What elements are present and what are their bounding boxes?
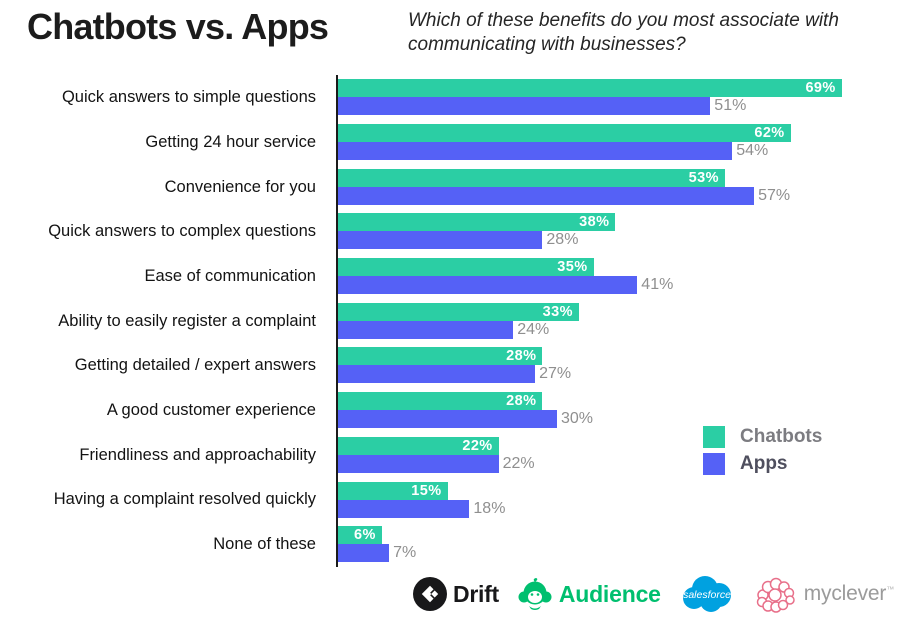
value-label-apps: 24% [517,320,550,338]
bar-apps [338,410,557,429]
drift-wordmark: Drift [453,580,499,607]
legend-label-apps: Apps [740,453,788,474]
chart-row: Ease of communication 35% 41% [0,254,900,299]
category-label: Ability to easily register a complaint [58,311,316,330]
chart-row: Friendliness and approachability 22% 22% [0,433,900,478]
y-axis-line [336,75,338,567]
monkey-icon [518,578,552,610]
myclever-wordmark: myclever™ [804,582,894,606]
value-label-apps: 57% [758,186,791,204]
value-label-chatbots: 28% [506,348,537,365]
drift-logo: Drift [412,576,499,612]
value-label-apps: 7% [393,544,417,562]
legend-item: Chatbots [703,426,822,448]
myclever-text: myclever [803,582,887,605]
chart-rows: Quick answers to simple questions 69% 51% G… [0,75,900,567]
value-label-chatbots: 53% [688,169,719,186]
value-label-chatbots: 69% [805,80,836,97]
bar-apps [338,544,390,563]
chart-legend: Chatbots Apps [703,426,822,480]
sponsor-logos: Drift Audience salesforce [412,570,894,618]
value-label-apps: 28% [546,231,579,249]
salesforce-logo: salesforce [678,573,736,615]
category-label: None of these [213,535,316,554]
chart-row: Getting detailed / expert answers 28% 27% [0,343,900,388]
value-label-apps: 51% [714,97,747,115]
legend-swatch-apps [703,453,725,475]
bar-apps [338,365,536,384]
value-label-chatbots: 22% [462,437,493,454]
legend-swatch-chatbots [703,426,725,448]
trademark-symbol: ™ [886,585,894,594]
bar-apps [338,186,755,205]
category-label: Quick answers to complex questions [48,222,316,241]
value-label-chatbots: 62% [754,125,785,142]
chart-row: Having a complaint resolved quickly 15% 18… [0,477,900,522]
bar-chatbots: 28% [338,347,543,366]
bar-apps [338,276,638,295]
audience-wordmark: Audience [558,580,661,607]
bar-chart: Quick answers to simple questions 69% 51% G… [0,75,900,567]
chart-row: Ability to easily register a complaint 33… [0,298,900,343]
value-label-apps: 41% [641,276,674,294]
category-label: Ease of communication [144,267,316,286]
salesforce-wordmark: salesforce [683,589,731,601]
category-label: A good customer experience [106,401,316,420]
chart-row: A good customer experience 28% 30% [0,388,900,433]
bar-chatbots: 38% [338,213,616,232]
chart-row: Quick answers to simple questions 69% 51% [0,75,900,120]
legend-label-chatbots: Chatbots [740,426,823,447]
value-label-apps: 54% [736,142,769,160]
bar-chatbots: 28% [338,392,543,411]
legend-item: Apps [703,453,822,475]
bar-apps [338,97,711,116]
chart-row: Getting 24 hour service 62% 54% [0,120,900,165]
brain-icon [756,577,795,613]
bar-chatbots: 15% [338,481,448,500]
chart-row: None of these 6% 7% [0,522,900,567]
value-label-chatbots: 38% [579,214,610,231]
salesforce-cloud-icon: salesforce [682,576,731,612]
chart-question: Which of these benefits do you most asso… [408,10,839,56]
value-label-chatbots: 35% [557,259,588,276]
page-title: Chatbots vs. Apps [27,6,329,47]
category-label: Having a complaint resolved quickly [53,490,316,509]
bar-chatbots: 33% [338,302,579,321]
chart-row: Quick answers to complex questions 38% 28% [0,209,900,254]
value-label-apps: 27% [539,365,572,383]
bar-chatbots: 62% [338,124,791,143]
bar-apps [338,499,470,518]
bar-apps [338,142,733,161]
bar-chatbots: 35% [338,258,594,277]
value-label-apps: 30% [561,410,594,428]
bar-apps [338,454,499,473]
value-label-chatbots: 33% [542,303,573,320]
bar-chatbots: 69% [338,79,842,98]
value-label-chatbots: 15% [411,482,442,499]
bar-apps [338,231,543,250]
value-label-apps: 22% [502,454,535,472]
category-label: Getting 24 hour service [145,132,316,151]
drift-icon [413,577,448,611]
bar-chatbots: 22% [338,436,499,455]
value-label-chatbots: 6% [354,527,376,544]
bar-chatbots: 53% [338,168,725,187]
category-label: Friendliness and approachability [79,445,316,464]
value-label-chatbots: 28% [506,393,537,410]
value-label-apps: 18% [473,499,506,517]
chart-row: Convenience for you 53% 57% [0,164,900,209]
audience-logo: Audience [516,578,661,610]
myclever-logo: myclever™ [753,575,894,613]
category-label: Getting detailed / expert answers [74,356,316,375]
bar-apps [338,320,514,339]
category-label: Convenience for you [164,177,316,196]
category-label: Quick answers to simple questions [61,88,316,107]
bar-chatbots: 6% [338,526,382,545]
